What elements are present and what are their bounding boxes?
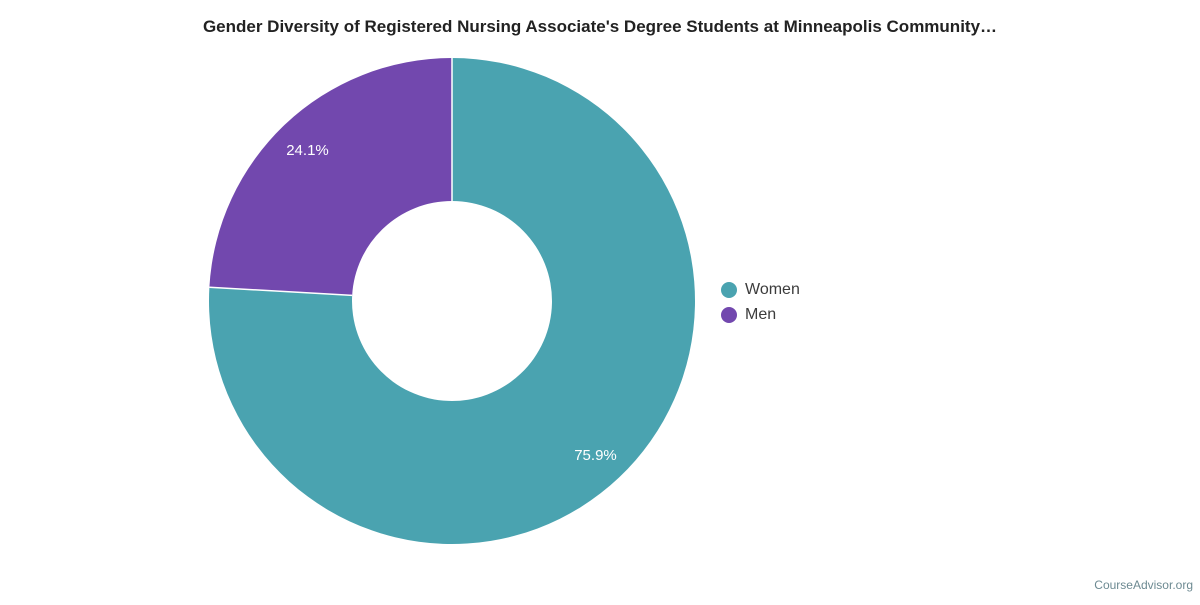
svg-text:75.9%: 75.9%: [574, 447, 617, 464]
svg-text:24.1%: 24.1%: [286, 142, 329, 159]
